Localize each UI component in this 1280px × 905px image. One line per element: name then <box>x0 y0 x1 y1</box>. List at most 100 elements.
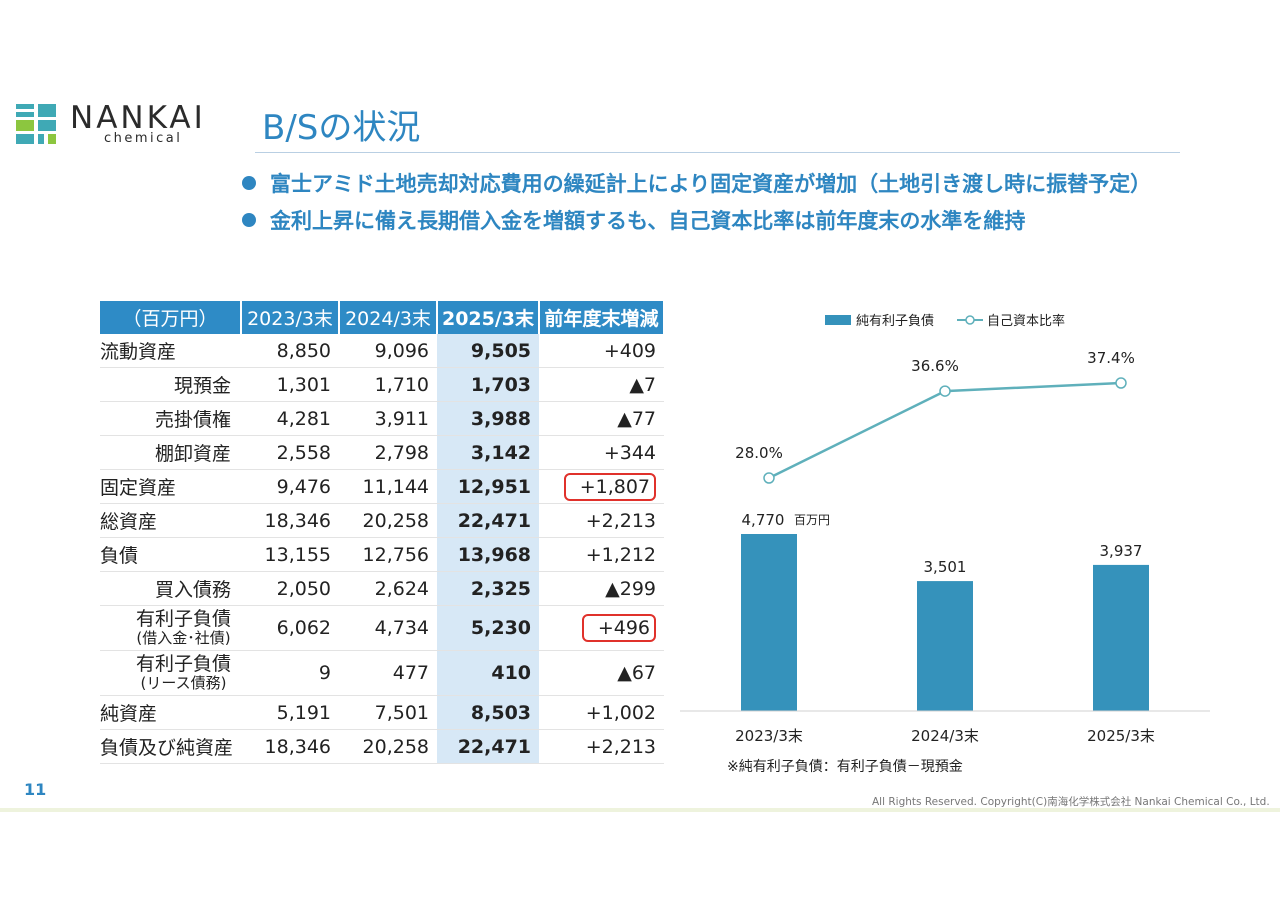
page-title: B/Sの状況 <box>262 108 421 148</box>
cell-change: +344 <box>539 435 665 470</box>
row-label: 買入債務 <box>100 571 242 606</box>
table-row: 現預金 1,301 1,710 1,703 ▲7 <box>100 367 665 402</box>
cell-fy2023: 5,191 <box>241 695 340 730</box>
bullet-point-1: 富士アミド土地売却対応費用の繰延計上により固定資産が増加（土地引き渡し時に振替予… <box>242 168 1151 198</box>
title-divider <box>255 152 1180 153</box>
cell-change: ▲299 <box>539 571 665 606</box>
bar-0 <box>741 534 797 711</box>
cell-fy2023: 9,476 <box>241 469 340 504</box>
cell-fy2025: 9,505 <box>437 334 540 368</box>
line-value-label-0: 28.0% <box>735 444 783 462</box>
cell-change: ▲7 <box>539 367 665 402</box>
net-debt-equity-ratio-chart: 純有利子負債 自己資本比率 4,770 百万円 3,501 3,937 2023/3末 202… <box>680 313 1210 745</box>
cell-fy2024: 3,911 <box>339 401 438 436</box>
table-row: 買入債務 2,050 2,624 2,325 ▲299 <box>100 571 665 606</box>
cell-fy2023: 18,346 <box>241 729 340 764</box>
row-label: 現預金 <box>100 367 242 402</box>
cell-fy2025: 2,325 <box>437 571 540 606</box>
cell-fy2025: 5,230 <box>437 605 540 651</box>
cell-fy2025: 410 <box>437 650 540 696</box>
cell-fy2024: 20,258 <box>339 503 438 538</box>
cell-fy2023: 1,301 <box>241 367 340 402</box>
line-point-0 <box>763 472 775 484</box>
table-row: 純資産 5,191 7,501 8,503 +1,002 <box>100 695 665 730</box>
cell-change: ▲67 <box>539 650 665 696</box>
x-tick-label-0: 2023/3末 <box>735 727 803 745</box>
row-label: 負債及び純資産 <box>100 729 242 764</box>
cell-fy2025: 12,951 <box>437 469 540 504</box>
row-label: 負債 <box>100 537 242 572</box>
cell-fy2024: 20,258 <box>339 729 438 764</box>
cell-change: +2,213 <box>539 729 665 764</box>
table-row: 棚卸資産 2,558 2,798 3,142 +344 <box>100 435 665 470</box>
row-label: 売掛債権 <box>100 401 242 436</box>
cell-fy2023: 13,155 <box>241 537 340 572</box>
legend-bar-label: 純有利子負債 <box>856 314 934 329</box>
cell-change: +496 <box>539 605 665 651</box>
cell-change: +409 <box>539 334 665 368</box>
row-sublabel: (借入金･社債) <box>136 628 231 647</box>
legend-line-marker <box>965 315 975 325</box>
table-row: 売掛債権 4,281 3,911 3,988 ▲77 <box>100 401 665 436</box>
line-point-2 <box>1115 377 1127 389</box>
cell-change: ▲77 <box>539 401 665 436</box>
table-row: 総資産 18,346 20,258 22,471 +2,213 <box>100 503 665 538</box>
header-fy2024: 2024/3末 <box>339 301 439 334</box>
bar-unit-label: 百万円 <box>794 513 830 527</box>
cell-fy2024: 1,710 <box>339 367 438 402</box>
row-label: 有利子負債 (リース債務) <box>100 650 242 696</box>
copyright-text: All Rights Reserved. Copyright(C)南海化学株式会… <box>872 796 1270 808</box>
line-value-label-1: 36.6% <box>911 357 959 375</box>
cell-fy2023: 9 <box>241 650 340 696</box>
row-label: 純資産 <box>100 695 242 730</box>
table-row: 流動資産 8,850 9,096 9,505 +409 <box>100 334 665 368</box>
cell-fy2023: 6,062 <box>241 605 340 651</box>
cell-fy2024: 7,501 <box>339 695 438 730</box>
highlight-box: +1,807 <box>563 472 657 501</box>
header-unit: （百万円） <box>100 301 243 334</box>
brand-sub: chemical <box>104 131 183 146</box>
table-row: 有利子負債 (リース債務) 9 477 410 ▲67 <box>100 650 665 696</box>
cell-fy2025: 3,988 <box>437 401 540 436</box>
cell-fy2025: 22,471 <box>437 729 540 764</box>
x-tick-label-1: 2024/3末 <box>911 727 979 745</box>
bar-value-label-0: 4,770 <box>742 511 785 529</box>
table-row: 負債 13,155 12,756 13,968 +1,212 <box>100 537 665 572</box>
cell-fy2025: 1,703 <box>437 367 540 402</box>
x-tick-label-2: 2025/3末 <box>1087 727 1155 745</box>
cell-fy2023: 4,281 <box>241 401 340 436</box>
cell-fy2025: 13,968 <box>437 537 540 572</box>
balance-sheet-table: （百万円） 2023/3末 2024/3末 2025/3末 前年度末増減 流動資… <box>100 301 666 764</box>
row-label: 流動資産 <box>100 334 242 368</box>
bullet-point-2: 金利上昇に備え長期借入金を増額するも、自己資本比率は前年度末の水準を維持 <box>242 205 1025 235</box>
cell-fy2024: 11,144 <box>339 469 438 504</box>
row-sublabel: (リース債務) <box>140 673 227 692</box>
cell-fy2025: 22,471 <box>437 503 540 538</box>
cell-change: +1,002 <box>539 695 665 730</box>
bar-value-label-2: 3,937 <box>1100 542 1143 560</box>
cell-fy2024: 2,624 <box>339 571 438 606</box>
cell-change: +2,213 <box>539 503 665 538</box>
row-label: 総資産 <box>100 503 242 538</box>
cell-change: +1,807 <box>539 469 665 504</box>
cell-fy2023: 2,558 <box>241 435 340 470</box>
table-row: 負債及び純資産 18,346 20,258 22,471 +2,213 <box>100 729 665 764</box>
page-number: 11 <box>24 780 47 799</box>
cell-fy2024: 477 <box>339 650 438 696</box>
highlight-box: +496 <box>581 614 657 642</box>
bullet-dot-icon <box>242 213 256 227</box>
table-header-row: （百万円） 2023/3末 2024/3末 2025/3末 前年度末増減 <box>100 301 666 334</box>
line-point-1 <box>939 385 951 397</box>
cell-fy2024: 9,096 <box>339 334 438 368</box>
cell-fy2023: 2,050 <box>241 571 340 606</box>
table-row: 有利子負債 (借入金･社債) 6,062 4,734 5,230 +496 <box>100 605 665 651</box>
bar-2 <box>1093 564 1149 711</box>
brand-name: NANKAI <box>70 100 206 136</box>
cell-fy2025: 3,142 <box>437 435 540 470</box>
line-value-label-2: 37.4% <box>1087 349 1135 367</box>
equity-ratio-line <box>768 381 1122 480</box>
cell-fy2024: 2,798 <box>339 435 438 470</box>
table-row: 固定資産 9,476 11,144 12,951 +1,807 <box>100 469 665 504</box>
cell-fy2025: 8,503 <box>437 695 540 730</box>
bar-1 <box>917 581 973 711</box>
